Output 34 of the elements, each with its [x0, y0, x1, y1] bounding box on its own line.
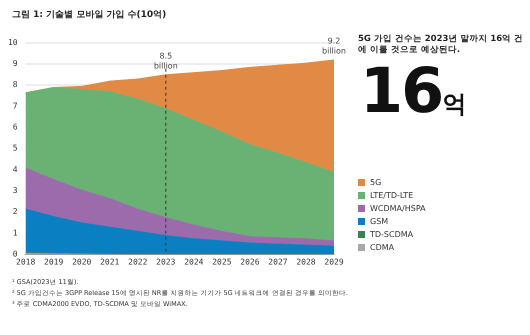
legend-label: LTE/TD-LTE: [370, 191, 414, 200]
x-tick-label: 2028: [296, 257, 316, 266]
y-tick-label: 1: [12, 228, 18, 238]
x-tick-label: 2022: [128, 257, 148, 266]
legend-label: CDMA: [370, 243, 394, 252]
y-tick-label: 0: [12, 249, 18, 258]
y-tick-label: 9: [12, 59, 18, 68]
legend-label: 5G: [370, 178, 382, 187]
x-tick-label: 2026: [240, 257, 260, 266]
y-tick-label: 10: [8, 38, 18, 47]
text: 5G 가입 건수는 2023년 말까지 16억 건에 이를 것으로 예상된다.: [358, 34, 524, 57]
legend-label: GSM: [370, 217, 388, 226]
legend-label: WCDMA/HSPA: [370, 204, 426, 213]
x-tick-label: 2023: [156, 257, 176, 266]
y-tick-label: 2: [12, 207, 18, 216]
x-tick-label: 2024: [184, 257, 204, 266]
x-tick-label: 2025: [212, 257, 232, 266]
y-tick-label: 5: [12, 144, 18, 153]
legend-label: TD-SCDMA: [370, 230, 414, 239]
y-tick-label: 8: [12, 80, 18, 90]
x-tick-label: 2027: [268, 257, 288, 266]
annotation: 8.5 billion: [154, 52, 178, 71]
y-tick-label: 6: [12, 122, 18, 132]
x-tick-label: 2018: [16, 257, 36, 266]
y-tick-label: 3: [12, 186, 18, 195]
x-tick-label: 2021: [100, 257, 120, 266]
x-tick-label: 2020: [72, 257, 92, 266]
x-tick-label: 2019: [44, 257, 64, 266]
x-tick-label: 2029: [324, 257, 344, 266]
y-tick-label: 7: [12, 101, 18, 110]
chart-title: 그림 1: 기술별 모바일 가입 수(10억): [12, 9, 166, 21]
y-tick-label: 4: [12, 164, 18, 174]
text: 16억: [360, 54, 466, 127]
annotation: 9.2 billion: [322, 36, 346, 56]
